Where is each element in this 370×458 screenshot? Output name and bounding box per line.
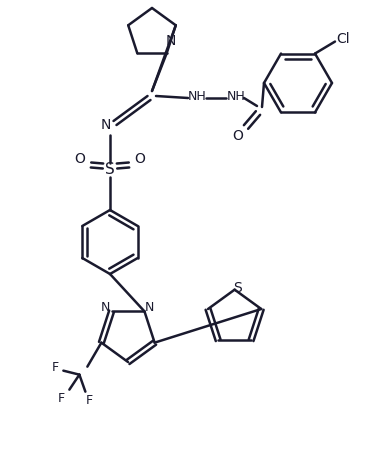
Text: N: N [145, 301, 154, 314]
Text: N: N [101, 301, 110, 314]
Text: S: S [105, 163, 115, 178]
Text: S: S [233, 281, 242, 294]
Text: N: N [101, 118, 111, 132]
Text: NH: NH [188, 91, 206, 104]
Text: NH: NH [226, 91, 245, 104]
Text: F: F [52, 361, 59, 374]
Text: O: O [135, 152, 145, 166]
Text: F: F [58, 392, 65, 405]
Text: Cl: Cl [336, 32, 350, 45]
Text: O: O [233, 129, 243, 143]
Text: F: F [86, 394, 93, 407]
Text: N: N [166, 34, 176, 48]
Text: O: O [75, 152, 85, 166]
